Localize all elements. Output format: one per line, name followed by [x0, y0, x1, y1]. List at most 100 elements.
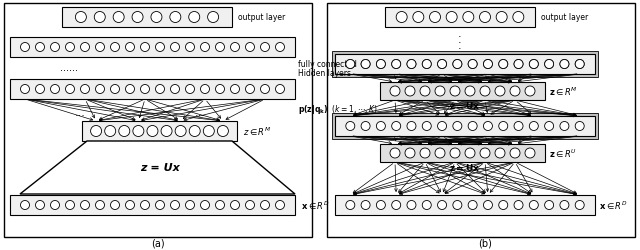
- Circle shape: [156, 201, 164, 210]
- Polygon shape: [20, 142, 295, 194]
- Circle shape: [189, 126, 200, 137]
- Bar: [10, 80, 295, 100]
- Circle shape: [200, 201, 209, 210]
- Circle shape: [435, 148, 445, 158]
- Circle shape: [560, 201, 569, 210]
- Bar: [82, 122, 237, 142]
- Circle shape: [405, 87, 415, 97]
- Circle shape: [392, 122, 401, 131]
- Bar: [10, 195, 295, 215]
- Circle shape: [405, 148, 415, 158]
- Circle shape: [246, 43, 255, 52]
- Circle shape: [230, 85, 239, 94]
- Circle shape: [450, 87, 460, 97]
- Circle shape: [246, 85, 255, 94]
- Circle shape: [81, 85, 90, 94]
- Circle shape: [514, 60, 523, 69]
- Circle shape: [216, 201, 225, 210]
- Circle shape: [204, 126, 214, 137]
- Circle shape: [132, 12, 143, 24]
- Circle shape: [438, 122, 447, 131]
- Circle shape: [495, 87, 505, 97]
- Circle shape: [141, 201, 150, 210]
- Circle shape: [151, 12, 162, 24]
- Bar: [335, 55, 595, 75]
- Circle shape: [575, 60, 584, 69]
- Circle shape: [514, 60, 523, 69]
- Circle shape: [407, 201, 416, 210]
- Circle shape: [514, 201, 523, 210]
- Circle shape: [189, 12, 200, 24]
- Circle shape: [545, 201, 554, 210]
- Circle shape: [422, 122, 431, 131]
- Circle shape: [453, 201, 462, 210]
- Text: (a): (a): [151, 238, 165, 248]
- Circle shape: [420, 87, 430, 97]
- Circle shape: [207, 12, 219, 24]
- Circle shape: [170, 12, 181, 24]
- Circle shape: [468, 60, 477, 69]
- Circle shape: [91, 126, 102, 137]
- Circle shape: [156, 85, 164, 94]
- Circle shape: [465, 148, 475, 158]
- Text: ...: ...: [75, 108, 85, 118]
- Circle shape: [111, 201, 120, 210]
- Text: .: .: [458, 29, 462, 39]
- Circle shape: [170, 85, 179, 94]
- Text: .: .: [458, 41, 462, 51]
- Circle shape: [545, 122, 554, 131]
- Circle shape: [413, 12, 424, 24]
- Circle shape: [186, 85, 195, 94]
- Circle shape: [529, 201, 538, 210]
- Circle shape: [422, 60, 431, 69]
- Circle shape: [111, 85, 120, 94]
- Circle shape: [81, 201, 90, 210]
- Circle shape: [95, 201, 104, 210]
- Circle shape: [361, 201, 370, 210]
- Circle shape: [156, 43, 164, 52]
- Circle shape: [483, 60, 492, 69]
- Circle shape: [260, 85, 269, 94]
- Circle shape: [525, 148, 535, 158]
- Circle shape: [218, 126, 228, 137]
- Circle shape: [422, 201, 431, 210]
- Circle shape: [346, 122, 355, 131]
- Circle shape: [246, 201, 255, 210]
- Circle shape: [275, 43, 285, 52]
- Circle shape: [361, 60, 370, 69]
- Text: output layer: output layer: [541, 14, 588, 22]
- Circle shape: [260, 201, 269, 210]
- Circle shape: [407, 122, 416, 131]
- Circle shape: [510, 87, 520, 97]
- Circle shape: [275, 201, 285, 210]
- Circle shape: [94, 12, 105, 24]
- Text: ......: ......: [60, 63, 78, 73]
- Circle shape: [468, 122, 477, 131]
- Circle shape: [65, 85, 74, 94]
- Circle shape: [529, 122, 538, 131]
- Circle shape: [35, 85, 45, 94]
- Circle shape: [483, 201, 492, 210]
- Circle shape: [438, 201, 447, 210]
- Circle shape: [514, 122, 523, 131]
- Circle shape: [450, 148, 460, 158]
- Text: z = Ux: z = Ux: [140, 163, 179, 173]
- Circle shape: [453, 60, 462, 69]
- Text: Hidden layers: Hidden layers: [298, 69, 351, 78]
- Circle shape: [560, 60, 569, 69]
- Circle shape: [76, 12, 86, 24]
- Circle shape: [392, 201, 401, 210]
- Circle shape: [499, 201, 508, 210]
- Circle shape: [496, 12, 507, 24]
- Circle shape: [125, 43, 134, 52]
- Circle shape: [407, 60, 416, 69]
- Circle shape: [446, 12, 457, 24]
- Text: output layer: output layer: [238, 14, 285, 22]
- Circle shape: [560, 122, 569, 131]
- Circle shape: [575, 201, 584, 210]
- Circle shape: [407, 60, 416, 69]
- Bar: [380, 83, 545, 100]
- Text: fully connected: fully connected: [298, 60, 357, 69]
- Circle shape: [396, 12, 407, 24]
- Bar: [335, 116, 595, 136]
